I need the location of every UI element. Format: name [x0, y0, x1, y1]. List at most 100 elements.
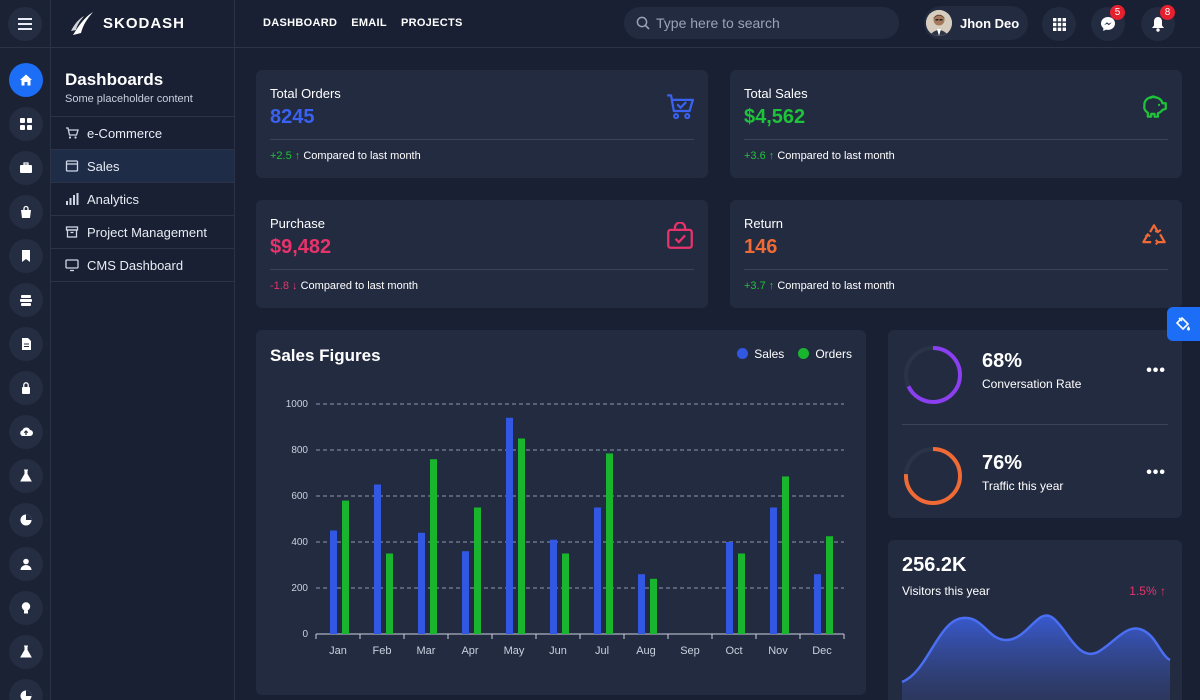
rail-button-layers[interactable]	[8, 283, 43, 317]
stat-label: Total Orders	[270, 86, 341, 101]
legend-item-orders[interactable]: Orders	[798, 347, 852, 361]
rail-button-cloud-upload[interactable]	[8, 415, 43, 449]
cart-icon	[65, 126, 79, 140]
user-icon	[20, 558, 31, 570]
flask-icon	[19, 469, 32, 482]
avatar	[926, 10, 952, 36]
x-tick-label: Jun	[549, 645, 567, 657]
more-options-icon[interactable]: •••	[1146, 464, 1166, 481]
rail-button-pie-chart[interactable]	[8, 679, 43, 700]
stat-value: 8245	[270, 106, 315, 128]
more-options-icon[interactable]: •••	[1146, 362, 1166, 379]
visitors-area	[902, 615, 1170, 700]
topnav-dashboard[interactable]: DASHBOARD	[263, 17, 338, 29]
topnav-email[interactable]: EMAIL	[351, 17, 387, 29]
subnav-item-sales[interactable]: Sales	[51, 150, 234, 183]
x-tick-label: Jul	[595, 645, 609, 657]
messages-badge: 5	[1110, 5, 1125, 20]
search-input[interactable]	[656, 15, 876, 31]
subnav-item-project-management[interactable]: Project Management	[51, 216, 234, 249]
bar-orders-may	[518, 438, 525, 634]
rail-button-grid[interactable]	[8, 107, 43, 141]
subnav-description: Some placeholder content	[65, 93, 193, 105]
rail-button-user[interactable]	[8, 547, 43, 581]
topnav-projects[interactable]: PROJECTS	[400, 17, 463, 29]
notifications-button[interactable]: 8	[1141, 5, 1175, 41]
stat-card-total-orders: Total Orders 8245 +2.5 ↑ Compared to last …	[256, 70, 708, 178]
top-bar: DASHBOARD EMAIL PROJECTS Jhon Deo 5 8	[235, 0, 1200, 48]
notifications-badge: 8	[1160, 5, 1175, 20]
apps-button[interactable]	[1042, 7, 1076, 41]
rail-button-flask[interactable]	[8, 459, 43, 493]
brand[interactable]: SKODASH	[51, 0, 234, 48]
y-tick-label: 1000	[286, 399, 309, 410]
stat-change: +2.5	[270, 150, 292, 162]
icon-rail	[0, 0, 51, 700]
theme-customizer-button[interactable]	[1167, 307, 1200, 341]
layers-icon	[19, 295, 32, 306]
traffic-value: 76%	[982, 452, 1023, 474]
chart-legend: Sales Orders	[737, 347, 852, 361]
window-icon	[65, 159, 79, 173]
bar-chart: 0 200 400 600 800 1000 Jan Feb Mar Apr May Jun Jul Au…	[286, 399, 845, 657]
bar-sales-feb	[374, 484, 381, 634]
paint-bucket-icon	[1176, 316, 1190, 330]
y-tick-label: 0	[302, 629, 308, 640]
subnav-item-label: Project Management	[87, 224, 207, 240]
stat-label: Purchase	[270, 216, 325, 231]
bell-icon	[1152, 17, 1164, 32]
stat-value: $9,482	[270, 236, 332, 258]
search-box	[624, 7, 899, 39]
menu-toggle-button[interactable]	[8, 6, 42, 41]
rail-button-pie-chart[interactable]	[8, 503, 43, 537]
stat-change: +3.6	[744, 150, 766, 162]
y-tick-label: 800	[291, 445, 308, 456]
rail-button-bag[interactable]	[8, 195, 43, 229]
top-nav: DASHBOARD EMAIL PROJECTS	[263, 17, 463, 29]
stat-change: -1.8	[270, 280, 289, 292]
brand-name: SKODASH	[103, 15, 186, 32]
subnav-item-analytics[interactable]: Analytics	[51, 183, 234, 216]
rail-button-home[interactable]	[8, 63, 43, 97]
subnav-item-label: Sales	[87, 158, 120, 174]
arrow-up-icon: ↑	[294, 150, 301, 162]
subnav-item-cms-dashboard[interactable]: CMS Dashboard	[51, 249, 234, 282]
rail-button-briefcase[interactable]	[8, 151, 43, 185]
messages-button[interactable]: 5	[1091, 5, 1125, 41]
stat-value: 146	[744, 236, 778, 258]
bar-sales-jun	[550, 539, 557, 634]
user-menu[interactable]: Jhon Deo	[924, 6, 1028, 40]
archive-icon	[65, 225, 79, 239]
x-tick-label: Mar	[417, 645, 436, 657]
recycle-icon	[1142, 224, 1166, 246]
bar-sales-jan	[330, 530, 337, 634]
conversion-rate-label: Conversation Rate	[982, 377, 1082, 391]
stat-card-return: Return 146 +3.7 ↑ Compared to last month	[730, 200, 1182, 308]
x-tick-label: Apr	[461, 645, 478, 657]
stat-note: Compared to last month	[777, 280, 895, 292]
x-tick-label: Sep	[680, 645, 700, 657]
bar-orders-jul	[606, 453, 613, 634]
grid-icon	[19, 118, 32, 130]
stat-note: Compared to last month	[777, 150, 895, 162]
legend-item-sales[interactable]: Sales	[737, 347, 784, 361]
traffic-label: Traffic this year	[982, 479, 1064, 493]
bar-orders-aug	[650, 578, 657, 634]
rail-button-document[interactable]	[8, 327, 43, 361]
divider	[744, 139, 1168, 140]
visitors-value: 256.2K	[902, 554, 967, 576]
rail-button-lock[interactable]	[8, 371, 43, 405]
rail-button-lightbulb[interactable]	[8, 591, 43, 625]
subnav-item-label: e-Commerce	[87, 125, 163, 141]
stat-value: $4,562	[744, 106, 806, 128]
arrow-up-icon: ↑	[768, 280, 775, 292]
lightbulb-icon	[21, 602, 30, 614]
rail-button-flask[interactable]	[8, 635, 43, 669]
bar-orders-mar	[430, 459, 437, 634]
rail-button-bookmark[interactable]	[8, 239, 43, 273]
stat-label: Total Sales	[744, 86, 808, 101]
stat-card-total-sales: Total Sales $4,562 +3.6 ↑ Compared to last…	[730, 70, 1182, 178]
y-tick-label: 600	[291, 491, 308, 502]
subnav-item-e-commerce[interactable]: e-Commerce	[51, 117, 234, 150]
messenger-icon	[1101, 17, 1115, 31]
